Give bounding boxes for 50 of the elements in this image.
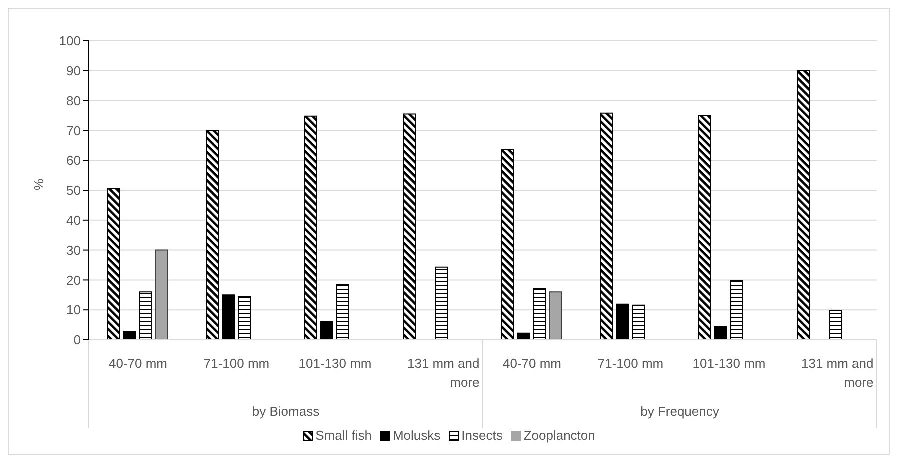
bar (156, 250, 168, 340)
bar (534, 288, 546, 340)
bar (336, 284, 350, 340)
x-tick-label: 131 mm and more (801, 356, 874, 390)
y-tick-label: 0 (74, 332, 81, 348)
y-tick-label: 70 (66, 123, 81, 138)
y-tick-label: 20 (66, 272, 81, 288)
text: by Frequency (640, 404, 720, 419)
bar (435, 266, 448, 340)
bar (403, 114, 416, 340)
y-tick-label: 30 (66, 242, 81, 258)
x-tick-label: 71-100 mm (598, 356, 664, 371)
bar (829, 310, 842, 340)
x-tick-label: 131 mm and more (407, 356, 480, 390)
bar (632, 304, 645, 340)
bar (600, 112, 613, 340)
y-tick-label: 90 (66, 64, 81, 79)
bar (518, 332, 530, 340)
y-tick-label: 80 (66, 93, 81, 108)
legend-label: Insects (460, 428, 503, 443)
bar (320, 322, 334, 340)
bar (502, 149, 514, 340)
bar (714, 326, 728, 340)
bar (108, 188, 120, 340)
x-tick-label: 71-100 mm (204, 356, 270, 371)
bar (222, 294, 235, 340)
y-tick-label: 100 (59, 34, 81, 49)
x-tick-label: 101-130 mm (298, 356, 372, 371)
bar (797, 70, 810, 340)
bar (140, 292, 152, 340)
y-axis-title: % (32, 178, 47, 190)
bar (304, 116, 318, 340)
bar (730, 280, 744, 340)
bar (238, 296, 251, 340)
y-tick-label: 10 (66, 302, 81, 318)
text: by Biomass (252, 404, 320, 419)
legend-label: Zooplancton (522, 428, 596, 443)
bar (124, 331, 136, 340)
x-tick-label: 40-70 mm (502, 356, 562, 371)
legend-label: Small fish (314, 428, 372, 443)
bar (550, 292, 562, 340)
bar (616, 304, 629, 340)
y-tick-label: 50 (66, 183, 81, 198)
x-tick-label: 40-70 mm (108, 356, 168, 371)
x-tick-label: 101-130 mm (692, 356, 766, 371)
legend-label: Molusks (392, 428, 441, 443)
bar (206, 130, 219, 340)
y-tick-label: 40 (66, 213, 81, 228)
y-tick-label: 60 (66, 153, 81, 168)
bar (698, 115, 712, 340)
